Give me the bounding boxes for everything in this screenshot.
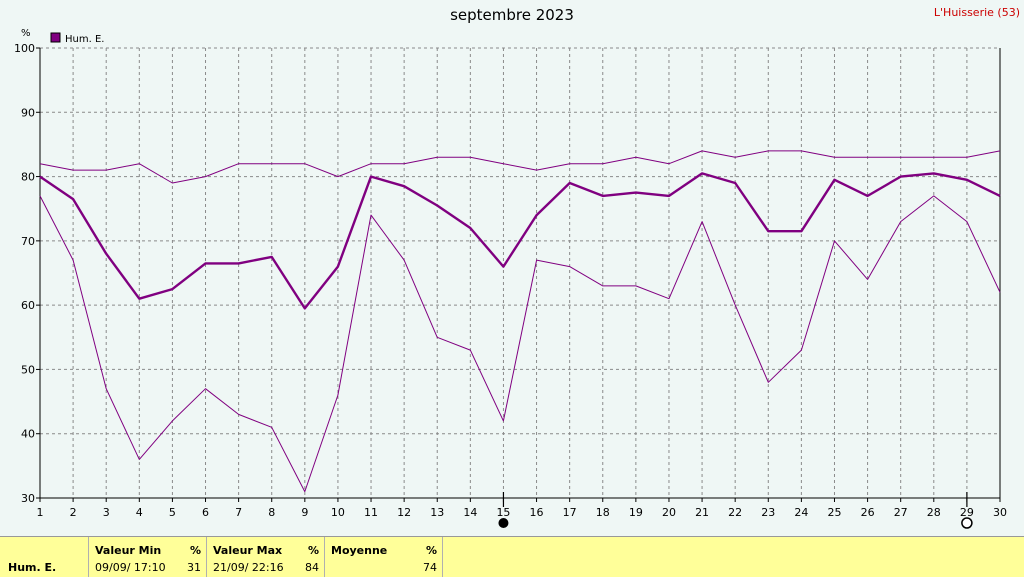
x-tick-label: 22 xyxy=(728,506,742,519)
y-tick-label: 80 xyxy=(21,171,35,184)
x-tick-label: 15 xyxy=(496,506,510,519)
y-tick-label: 90 xyxy=(21,106,35,119)
x-tick-label: 29 xyxy=(960,506,974,519)
y-axis-unit: % xyxy=(21,28,31,39)
x-tick-label: 5 xyxy=(169,506,176,519)
x-tick-label: 8 xyxy=(268,506,275,519)
grid xyxy=(40,47,1001,498)
avg-cell: Moyenne % 74 xyxy=(324,537,443,577)
avg-value: 74 xyxy=(423,561,437,574)
avg-header: Moyenne xyxy=(331,544,388,557)
series-line-mean xyxy=(39,172,1001,310)
series-group xyxy=(39,150,1001,493)
y-tick-label: 70 xyxy=(21,235,35,248)
x-tick-label: 7 xyxy=(235,506,242,519)
x-tick-label: 17 xyxy=(563,506,577,519)
y-tick-label: 30 xyxy=(21,492,35,505)
x-tick-label: 12 xyxy=(397,506,411,519)
new-moon-icon xyxy=(498,518,509,528)
x-tick-label: 18 xyxy=(596,506,610,519)
x-tick-label: 10 xyxy=(331,506,345,519)
min-date: 09/09/ 17:10 xyxy=(95,561,166,574)
x-tick-label: 25 xyxy=(827,506,841,519)
x-tick-label: 6 xyxy=(202,506,209,519)
max-cell: Valeur Max % 21/09/ 22:16 84 xyxy=(206,537,324,577)
x-tick-label: 9 xyxy=(301,506,308,519)
chart-title: septembre 2023 xyxy=(450,6,574,24)
x-tick-label: 24 xyxy=(794,506,808,519)
legend-label: Hum. E. xyxy=(65,34,104,45)
x-tick-label: 21 xyxy=(695,506,709,519)
x-tick-label: 1 xyxy=(37,506,44,519)
min-value: 31 xyxy=(187,561,201,574)
max-date: 21/09/ 22:16 xyxy=(213,561,284,574)
y-tick-label: 40 xyxy=(21,428,35,441)
summary-row-label: Hum. E. xyxy=(8,561,57,574)
x-tick-label: 20 xyxy=(662,506,676,519)
x-tick-label: 13 xyxy=(430,506,444,519)
y-tick-label: 50 xyxy=(21,363,35,376)
x-tick-label: 27 xyxy=(894,506,908,519)
x-tick-label: 23 xyxy=(761,506,775,519)
min-cell: Valeur Min % 09/09/ 17:10 31 xyxy=(88,537,206,577)
min-header: Valeur Min xyxy=(95,544,162,557)
legend: Hum. E. xyxy=(50,32,104,45)
y-tick-label: 100 xyxy=(14,42,35,55)
station-name: L'Huisserie (53) xyxy=(933,6,1020,19)
series-line-min xyxy=(39,195,1001,493)
y-tick-label: 60 xyxy=(21,299,35,312)
x-tick-label: 2 xyxy=(70,506,77,519)
max-unit: % xyxy=(308,544,320,557)
x-tick-label: 3 xyxy=(103,506,110,519)
legend-swatch xyxy=(50,32,61,43)
x-tick-label: 30 xyxy=(993,506,1007,519)
x-tick-label: 14 xyxy=(463,506,477,519)
x-tick-label: 11 xyxy=(364,506,378,519)
x-tick-label: 26 xyxy=(861,506,875,519)
max-header: Valeur Max xyxy=(213,544,283,557)
x-tick-label: 19 xyxy=(629,506,643,519)
series-line-max xyxy=(39,150,1001,184)
x-tick-label: 28 xyxy=(927,506,941,519)
x-tick-label: 16 xyxy=(530,506,544,519)
avg-unit: % xyxy=(426,544,438,557)
x-tick-label: 4 xyxy=(136,506,143,519)
max-value: 84 xyxy=(305,561,319,574)
moon-markers xyxy=(498,492,973,529)
full-moon-icon xyxy=(961,517,973,529)
axes xyxy=(36,47,1001,502)
summary-table: Hum. E. Valeur Min % 09/09/ 17:10 31 Val… xyxy=(0,536,1024,577)
min-unit: % xyxy=(190,544,202,557)
